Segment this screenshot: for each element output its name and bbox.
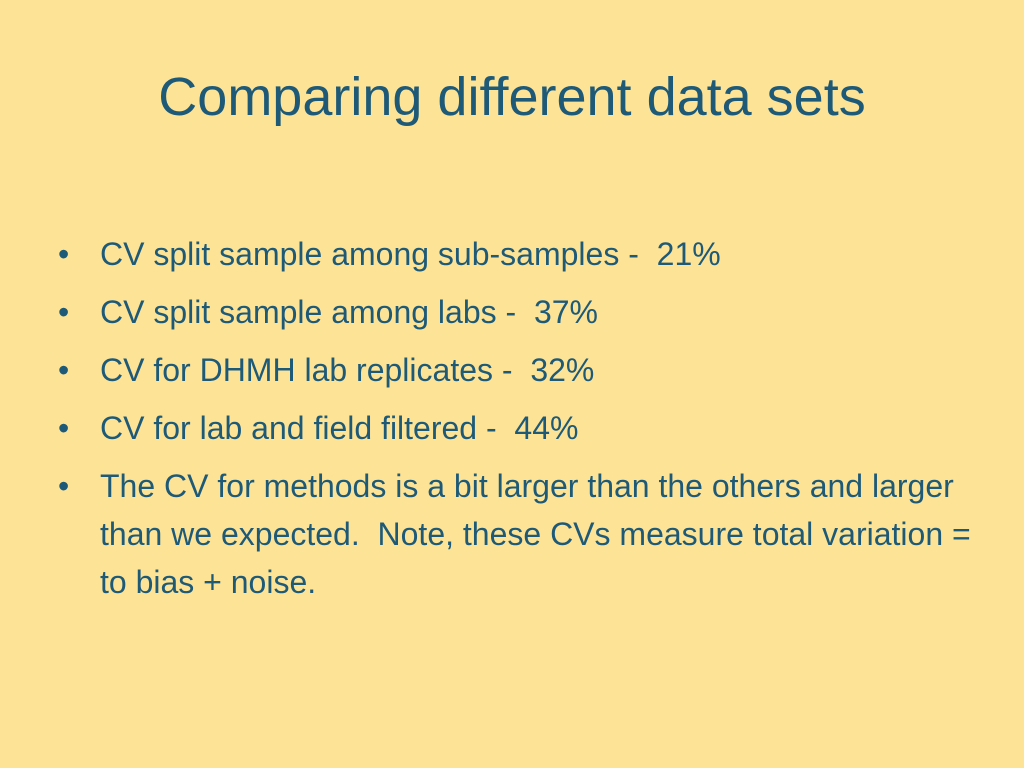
bullet-item: CV for lab and field filtered - 44%	[58, 404, 980, 452]
bullet-item: The CV for methods is a bit larger than …	[58, 462, 980, 606]
slide-title: Comparing different data sets	[158, 67, 866, 127]
bullet-list: CV split sample among sub-samples - 21% C…	[58, 230, 980, 616]
bullet-item: CV split sample among labs - 37%	[58, 288, 980, 336]
bullet-item: CV split sample among sub-samples - 21%	[58, 230, 980, 278]
bullet-item: CV for DHMH lab replicates - 32%	[58, 346, 980, 394]
